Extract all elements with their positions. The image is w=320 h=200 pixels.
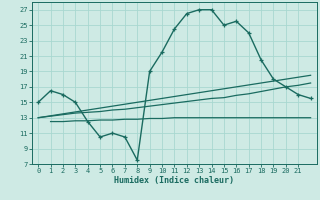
X-axis label: Humidex (Indice chaleur): Humidex (Indice chaleur) (115, 176, 234, 185)
